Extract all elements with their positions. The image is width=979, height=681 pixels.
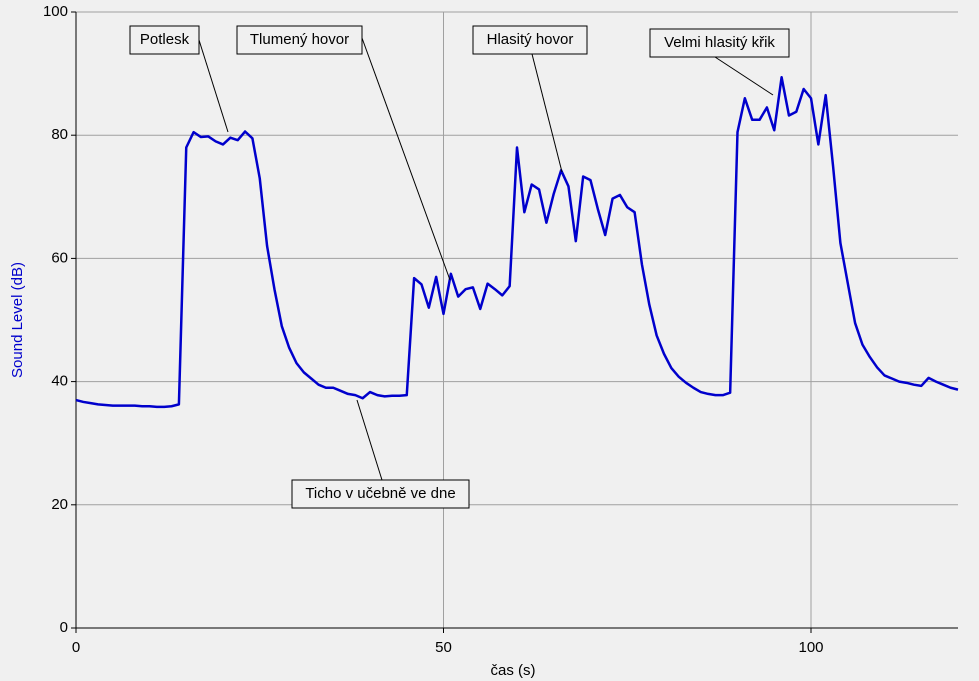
y-axis-label: Sound Level (dB) [9, 262, 26, 378]
leader-line [714, 56, 774, 96]
leader-line [198, 39, 229, 133]
annotation-box [649, 28, 790, 58]
annotation-box [472, 25, 588, 55]
leader-line [356, 399, 383, 481]
y-tick-label: 0 [60, 619, 68, 636]
leader-line [531, 53, 563, 173]
x-tick-label: 100 [798, 639, 823, 656]
annotation: Tlumený hovor [250, 31, 349, 48]
y-tick-label: 40 [51, 373, 68, 390]
y-tick-label: 100 [43, 3, 68, 20]
data-line [75, 76, 959, 409]
annotation: Potlesk [140, 31, 190, 48]
y-tick-label: 80 [51, 126, 68, 143]
annotation: Ticho v učebně ve dne [305, 485, 455, 502]
annotation-box [129, 25, 200, 55]
x-tick-label: 50 [435, 639, 452, 656]
annotation: Velmi hlasitý křik [664, 34, 775, 51]
y-tick-label: 60 [51, 249, 68, 266]
annotation-box [236, 25, 363, 55]
y-tick-label: 20 [51, 496, 68, 513]
annotations: Potlesk Tlumený hovor Hlasitý hovor Velm… [129, 25, 790, 509]
x-axis-label: čas (s) [491, 662, 536, 679]
annotation-box [291, 479, 470, 509]
leader-line [361, 37, 451, 281]
annotation: Hlasitý hovor [487, 31, 574, 48]
x-tick-label: 0 [72, 639, 80, 656]
